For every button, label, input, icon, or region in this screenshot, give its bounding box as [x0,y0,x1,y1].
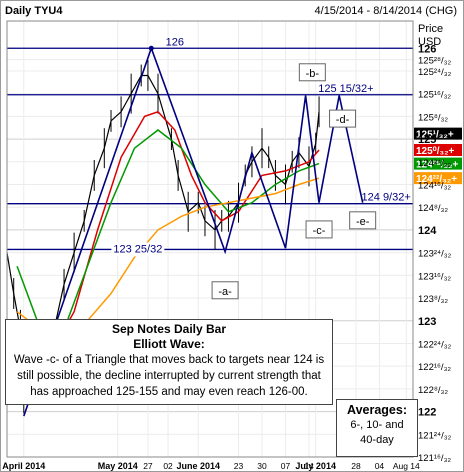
plot-frame [6,20,414,458]
x-tick-label: 28 [351,461,361,471]
date-range: 4/15/2014 - 8/14/2014 (CHG) [314,5,457,17]
x-tick-label: 07 [281,461,291,471]
wave-label-box [305,220,333,239]
chart-title: Daily TYU4 [5,5,63,17]
averages-line-2: 40-day [360,434,394,446]
price-tag [414,157,462,170]
y-tick-label: 124 [418,225,437,237]
y-tick-label: 125⁸/₃₂ [418,112,448,123]
averages-line-1: 6-, 10- and [350,419,404,431]
wave-label-box [329,109,357,128]
x-tick-label: April 2014 [2,461,45,471]
level-label: 123 25/32 [113,243,162,255]
y-tick-label: 123 [418,316,436,328]
y-tick-label: 124¹⁶/₃₂ [418,181,451,192]
y-tick-label: 122 [418,407,436,419]
x-tick-label: June 2014 [176,461,220,471]
level-label: 125 15/32+ [318,83,373,95]
level-label-bg [111,242,165,257]
wave-peak-marker [148,45,154,51]
wave-label: -c- [313,225,326,237]
y-tick-label: 122¹⁶/₃₂ [418,362,451,373]
y-tick-label: 124²⁴/₃₂ [418,158,452,169]
price-tag [414,143,462,156]
averages-box: Averages: 6-, 10- and 40-day [336,399,418,457]
y-tick-label: 125²⁸/₃₂ [418,56,452,67]
commentary-title: Sep Notes Daily Bar [111,322,227,336]
x-tick-label: 14 [304,461,314,471]
y-tick-label: 124⁸/₃₂ [418,203,448,214]
wave-label: -d- [336,114,350,126]
y-tick-label: 123⁸/₃₂ [418,294,448,305]
price-tag-label: 124²²/₃₂+ [416,174,457,185]
y-tick-label: 123²⁴/₃₂ [418,249,452,260]
price-tag [414,172,462,185]
level-label: 124 9/32+ [362,192,411,204]
y-tick-label: 122⁸/₃₂ [418,385,448,396]
y-tick-label: 122²⁴/₃₂ [418,339,452,350]
y-tick-label: 123¹⁶/₃₂ [418,271,451,282]
commentary-subtitle: Elliott Wave: [133,337,205,351]
price-tag-label: 125⁰/₃₂+ [416,146,455,157]
price-tag-label: 124²⁵/₃₂+ [416,160,459,171]
x-tick-label: Aug 14 [393,461,420,471]
wave-label: -a- [218,286,232,298]
price-axis-label: Price [418,23,443,35]
level-label: 126 [166,36,184,48]
x-tick-label: May 2014 [98,461,138,471]
x-tick-label: 27 [143,461,153,471]
commentary-body: Wave -c- of a Triangle that moves back t… [13,354,325,398]
currency-axis-label: USD [418,36,441,48]
x-tick-label: 02 [163,461,173,471]
wave-path [23,45,364,417]
commentary-box: Sep Notes Daily Bar Elliott Wave: Wave -… [5,319,333,405]
wave-label-box [349,211,377,230]
y-tick-label: 121²⁴/₃₂ [418,430,452,441]
y-tick-label: 126 [418,43,436,55]
y-tick-label: 125²⁴/₃₂ [418,67,452,78]
price-tag [414,127,462,140]
y-tick-label: 125 [418,134,436,146]
averages-title: Averages: [347,403,407,417]
wave-label: -e- [356,216,370,228]
wave-label-box [298,63,326,82]
wave-label: -b- [306,68,320,80]
y-tick-label: 121¹⁶/₃₂ [418,453,451,464]
x-tick-label: 23 [234,461,244,471]
wave-label-box [211,281,239,300]
y-tick-label: 125¹⁶/₃₂ [418,90,451,101]
x-tick-label: July 2014 [295,461,336,471]
price-tag-label: 125¹/₃₂+ [416,130,454,141]
x-tick-label: 04 [375,461,385,471]
x-tick-label: 30 [257,461,267,471]
